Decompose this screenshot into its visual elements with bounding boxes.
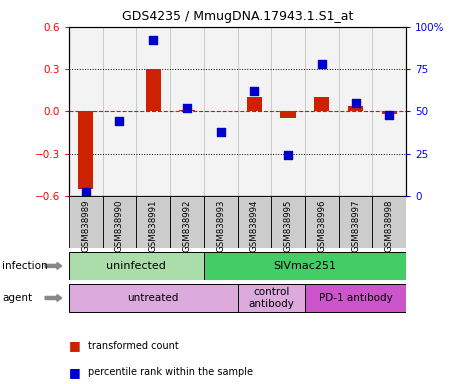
Text: GSM838990: GSM838990 — [115, 200, 124, 253]
Point — [284, 152, 292, 158]
Point — [352, 100, 360, 106]
Point — [251, 88, 258, 94]
Bar — [69, 252, 204, 280]
Bar — [339, 27, 372, 196]
Text: untreated: untreated — [127, 293, 179, 303]
Bar — [382, 111, 397, 114]
Bar — [69, 27, 103, 196]
Bar — [271, 196, 305, 248]
Text: GSM838994: GSM838994 — [250, 200, 259, 253]
Bar — [314, 97, 329, 111]
Bar — [204, 27, 238, 196]
Text: ■: ■ — [69, 366, 81, 379]
Point — [149, 37, 157, 43]
Bar — [204, 252, 406, 280]
Bar — [238, 196, 271, 248]
Text: infection: infection — [2, 261, 48, 271]
Point — [82, 189, 89, 195]
Text: GSM838989: GSM838989 — [81, 200, 90, 253]
Bar — [348, 106, 363, 111]
Bar — [372, 27, 406, 196]
Bar — [170, 196, 204, 248]
Bar — [339, 196, 372, 248]
Bar — [271, 27, 305, 196]
Text: percentile rank within the sample: percentile rank within the sample — [88, 367, 253, 377]
Bar — [238, 27, 271, 196]
Text: GSM838996: GSM838996 — [317, 200, 326, 253]
Text: GSM838997: GSM838997 — [351, 200, 360, 253]
Text: agent: agent — [2, 293, 32, 303]
Bar — [180, 110, 194, 111]
Bar — [305, 27, 339, 196]
Bar — [146, 69, 161, 111]
Text: PD-1 antibody: PD-1 antibody — [319, 293, 392, 303]
Point — [217, 129, 224, 135]
Text: ■: ■ — [69, 339, 81, 352]
Bar — [136, 27, 170, 196]
Bar — [78, 111, 93, 189]
Bar — [372, 196, 406, 248]
Bar — [69, 284, 238, 312]
Bar — [305, 284, 406, 312]
Text: GSM838991: GSM838991 — [149, 200, 158, 253]
Bar — [170, 27, 204, 196]
Text: SIVmac251: SIVmac251 — [274, 261, 336, 271]
Bar — [204, 196, 238, 248]
Bar — [281, 111, 295, 118]
Text: GSM838993: GSM838993 — [216, 200, 225, 253]
Text: GSM838995: GSM838995 — [284, 200, 293, 253]
Text: GDS4235 / MmugDNA.17943.1.S1_at: GDS4235 / MmugDNA.17943.1.S1_at — [122, 10, 353, 23]
Bar — [305, 196, 339, 248]
Point — [116, 118, 124, 124]
Point — [183, 105, 191, 111]
Text: uninfected: uninfected — [106, 261, 166, 271]
Bar — [103, 27, 136, 196]
Text: control
antibody: control antibody — [248, 287, 294, 309]
Bar — [136, 196, 170, 248]
Point — [386, 112, 393, 118]
Bar — [238, 284, 305, 312]
Point — [318, 61, 326, 67]
Text: GSM838992: GSM838992 — [182, 200, 191, 253]
Bar — [247, 97, 262, 111]
Bar — [69, 196, 103, 248]
Text: GSM838998: GSM838998 — [385, 200, 394, 253]
Bar — [103, 196, 136, 248]
Text: transformed count: transformed count — [88, 341, 179, 351]
